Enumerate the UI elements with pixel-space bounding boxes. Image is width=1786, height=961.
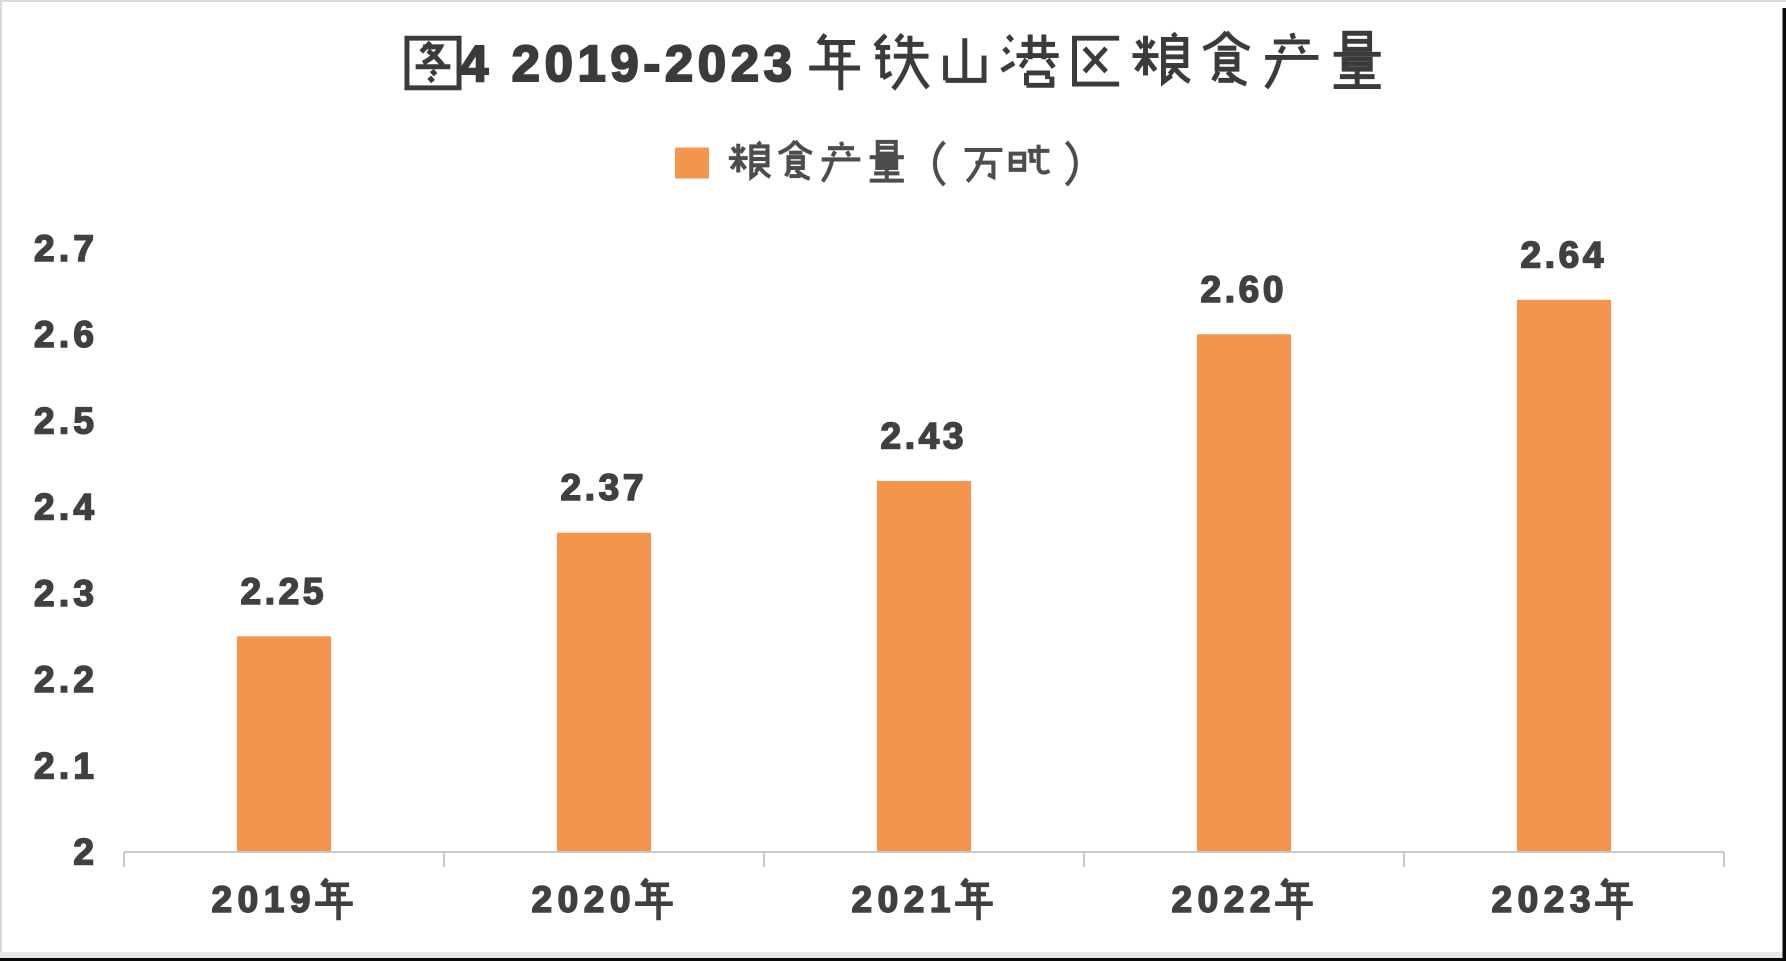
svg-text:2.60: 2.60 (1201, 269, 1284, 310)
svg-text:2.5: 2.5 (34, 400, 94, 441)
svg-text:2: 2 (73, 832, 94, 873)
svg-text:4 2019-2023: 4 2019-2023 (460, 35, 792, 92)
svg-text:2.4: 2.4 (34, 487, 94, 528)
svg-text:2.6: 2.6 (34, 314, 94, 355)
svg-text:2.37: 2.37 (561, 467, 644, 508)
svg-text:2.2: 2.2 (34, 659, 94, 700)
svg-text:2.64: 2.64 (1521, 234, 1604, 275)
svg-text:2.7: 2.7 (34, 228, 94, 269)
svg-text:2.25: 2.25 (241, 571, 324, 612)
svg-text:2.43: 2.43 (881, 416, 964, 457)
svg-text:2.3: 2.3 (34, 573, 94, 614)
svg-text:2.1: 2.1 (34, 745, 94, 786)
